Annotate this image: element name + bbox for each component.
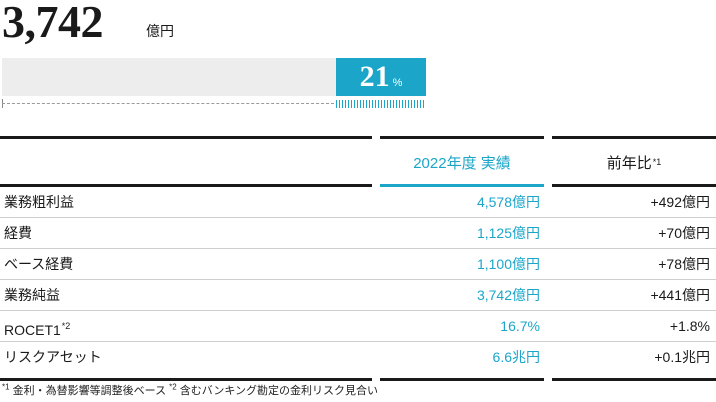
header-rule-label-col [0,136,372,139]
table-row: 業務純益 3,742億円 +441億円 [0,280,716,311]
bottom-rule-fy [380,378,544,381]
headline-value: 3,742 [2,0,104,47]
header-base-rule-yoy [552,184,716,187]
row-yoy-value: +0.1兆円 [654,349,710,365]
share-percent: 21 [359,60,390,93]
scale-dashed-line [2,103,334,104]
row-label-note: *2 [61,321,71,331]
row-fy-value: 4,578億円 [476,194,540,210]
row-fy-value: 3,742億円 [476,287,540,303]
column-header-yoy-text: 前年比 [606,154,652,172]
header-rule-yoy-col [552,136,716,139]
footnote-2-mark: *2 [169,382,177,392]
row-label-text: ROCET1 [4,322,61,338]
row-label: リスクアセット [4,349,102,365]
scale-share-ticks [336,100,426,108]
footnote-2-text: 含むバンキング勘定の金利リスク見合い [179,385,378,397]
header-base-rule-fy [380,184,544,187]
row-yoy-value: +78億円 [658,256,710,272]
row-fy-value: 1,125億円 [476,225,540,241]
row-fy-value: 6.6兆円 [492,349,540,365]
bottom-rule-label [0,378,372,381]
column-header-yoy: 前年比 *1 [552,139,716,185]
footnote-1-mark: *1 [2,382,10,392]
row-fy-value: 16.7% [500,318,540,334]
share-bar-track [2,58,336,96]
headline-unit: 億円 [146,23,174,39]
row-label: 業務純益 [4,287,60,303]
row-label: ROCET1*2 [4,311,70,341]
table-row: 経費 1,125億円 +70億円 [0,218,716,249]
row-yoy-value: +70億円 [658,225,710,241]
header-base-rule-label [0,184,372,187]
table-row: 業務粗利益 4,578億円 +492億円 [0,187,716,218]
footnote-1-text: 金利・為替影響等調整後ベース [12,385,167,397]
footnote: *1 金利・為替影響等調整後ベース *2 含むバンキング勘定の金利リスク見合い [2,382,378,398]
column-header-fy: 2022年度 実績 [380,139,544,185]
row-label: ベース経費 [4,256,74,272]
table-row: ベース経費 1,100億円 +78億円 [0,249,716,280]
table-row: ROCET1*2 16.7% +1.8% [0,311,716,342]
row-label: 経費 [4,225,32,241]
row-label: 業務粗利益 [4,194,74,210]
share-percent-unit: % [392,77,403,89]
row-fy-value: 1,100億円 [476,256,540,272]
column-header-yoy-note: *1 [652,157,662,167]
row-yoy-value: +492億円 [650,194,710,210]
bottom-rule-yoy [552,378,716,381]
row-yoy-value: +1.8% [669,318,710,334]
table-row: リスクアセット 6.6兆円 +0.1兆円 [0,342,716,373]
share-bar-fill: 21 % [336,58,426,96]
row-yoy-value: +441億円 [650,287,710,303]
column-header-fy-text: 2022年度 実績 [413,154,511,172]
header-rule-fy-col [380,136,544,139]
